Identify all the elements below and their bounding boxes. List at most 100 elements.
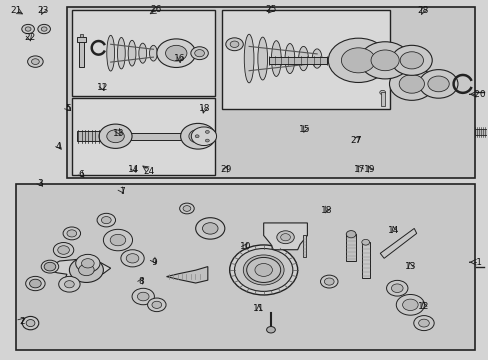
Text: 8: 8 bbox=[138, 277, 144, 286]
Ellipse shape bbox=[58, 246, 69, 254]
Ellipse shape bbox=[110, 234, 125, 246]
Text: 18: 18 bbox=[321, 206, 332, 215]
Ellipse shape bbox=[413, 316, 433, 330]
Ellipse shape bbox=[402, 299, 417, 311]
Bar bbox=[72, 10, 215, 96]
Text: 11: 11 bbox=[253, 304, 264, 313]
Ellipse shape bbox=[257, 37, 267, 80]
Text: 12: 12 bbox=[97, 83, 108, 92]
Polygon shape bbox=[166, 267, 207, 283]
Text: 2: 2 bbox=[19, 316, 24, 325]
Ellipse shape bbox=[230, 41, 239, 48]
Text: 21: 21 bbox=[10, 6, 21, 15]
Text: 4: 4 bbox=[56, 141, 61, 150]
Ellipse shape bbox=[132, 288, 154, 305]
Ellipse shape bbox=[229, 245, 297, 295]
Ellipse shape bbox=[324, 278, 333, 285]
Ellipse shape bbox=[179, 203, 194, 214]
Ellipse shape bbox=[22, 316, 39, 330]
Text: 15: 15 bbox=[299, 126, 310, 135]
Ellipse shape bbox=[280, 234, 290, 241]
Ellipse shape bbox=[41, 27, 47, 31]
Text: -1: -1 bbox=[473, 258, 482, 267]
Ellipse shape bbox=[195, 135, 199, 138]
Bar bbox=[361, 242, 369, 278]
Ellipse shape bbox=[386, 280, 407, 296]
Ellipse shape bbox=[190, 47, 208, 60]
Ellipse shape bbox=[271, 41, 281, 76]
Ellipse shape bbox=[244, 34, 253, 83]
Ellipse shape bbox=[205, 130, 209, 133]
Ellipse shape bbox=[128, 40, 136, 66]
Text: 22: 22 bbox=[24, 33, 35, 42]
Text: 17: 17 bbox=[353, 165, 365, 174]
Ellipse shape bbox=[53, 243, 74, 257]
Bar bbox=[474, 129, 486, 135]
Ellipse shape bbox=[418, 69, 457, 98]
Text: 13: 13 bbox=[113, 129, 124, 138]
Ellipse shape bbox=[379, 90, 385, 95]
Text: 10: 10 bbox=[239, 242, 250, 251]
Ellipse shape bbox=[243, 255, 284, 285]
Ellipse shape bbox=[81, 259, 94, 268]
Bar bbox=[77, 37, 86, 42]
Ellipse shape bbox=[191, 127, 216, 145]
Text: 28: 28 bbox=[416, 6, 428, 15]
Text: 9: 9 bbox=[151, 258, 157, 267]
Text: 13: 13 bbox=[404, 262, 415, 271]
Text: 14: 14 bbox=[127, 165, 139, 174]
Ellipse shape bbox=[276, 231, 294, 244]
Ellipse shape bbox=[327, 38, 388, 82]
Bar bbox=[268, 57, 326, 64]
Text: 27: 27 bbox=[349, 136, 361, 145]
Text: 7: 7 bbox=[119, 187, 124, 196]
Polygon shape bbox=[45, 259, 110, 282]
Text: -20: -20 bbox=[470, 90, 485, 99]
Ellipse shape bbox=[398, 75, 424, 93]
Ellipse shape bbox=[44, 262, 56, 271]
Ellipse shape bbox=[234, 248, 292, 291]
Ellipse shape bbox=[418, 319, 428, 327]
Text: 26: 26 bbox=[150, 5, 161, 14]
Text: 25: 25 bbox=[264, 5, 276, 14]
Ellipse shape bbox=[117, 37, 125, 69]
Bar bbox=[72, 98, 215, 175]
Ellipse shape bbox=[254, 264, 272, 276]
Ellipse shape bbox=[69, 257, 103, 283]
Ellipse shape bbox=[97, 213, 115, 227]
Ellipse shape bbox=[41, 260, 59, 273]
Ellipse shape bbox=[388, 67, 433, 100]
Ellipse shape bbox=[183, 206, 190, 211]
Ellipse shape bbox=[194, 50, 204, 57]
Ellipse shape bbox=[390, 45, 431, 75]
Ellipse shape bbox=[27, 56, 43, 67]
Bar bbox=[80, 34, 83, 37]
Ellipse shape bbox=[59, 276, 80, 292]
Text: 14: 14 bbox=[387, 225, 399, 234]
Ellipse shape bbox=[152, 301, 162, 309]
Text: 3: 3 bbox=[37, 179, 43, 188]
Bar bbox=[16, 184, 474, 350]
Text: 16: 16 bbox=[174, 54, 185, 63]
Ellipse shape bbox=[165, 45, 186, 61]
Ellipse shape bbox=[285, 44, 294, 73]
Bar bbox=[222, 10, 389, 109]
Ellipse shape bbox=[101, 217, 111, 224]
Bar bbox=[346, 234, 355, 261]
Ellipse shape bbox=[99, 124, 132, 148]
Ellipse shape bbox=[63, 227, 81, 240]
Ellipse shape bbox=[139, 43, 146, 63]
Ellipse shape bbox=[298, 46, 308, 71]
Bar bbox=[302, 235, 306, 257]
Ellipse shape bbox=[26, 320, 35, 327]
Ellipse shape bbox=[346, 231, 355, 238]
Ellipse shape bbox=[180, 123, 215, 149]
Ellipse shape bbox=[195, 218, 224, 239]
Ellipse shape bbox=[79, 264, 94, 276]
Text: 12: 12 bbox=[417, 302, 429, 311]
Ellipse shape bbox=[126, 254, 139, 263]
Ellipse shape bbox=[31, 59, 39, 64]
Ellipse shape bbox=[25, 27, 31, 31]
Text: 5: 5 bbox=[65, 104, 71, 113]
Ellipse shape bbox=[390, 284, 402, 293]
